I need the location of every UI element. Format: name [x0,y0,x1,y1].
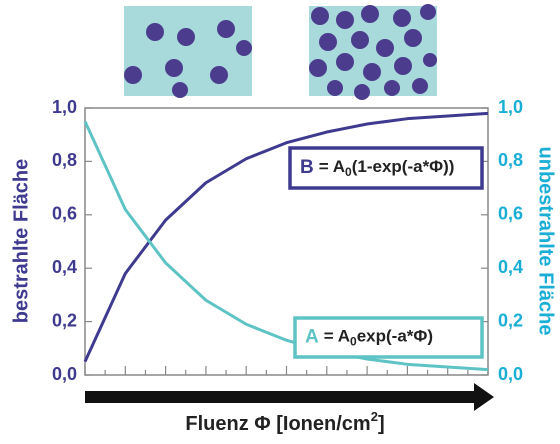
series-line [83,111,489,363]
y-tick-label: 0,4 [52,257,77,277]
formula-lhs: = A [324,327,350,346]
formula-letter: A [305,327,319,348]
formula-rhs: (1-exp(-a*Φ)) [352,157,455,176]
y-tick-label: 0,6 [52,204,77,224]
formula-rhs: exp(-a*Φ) [357,327,433,346]
y-tick-label: 0,8 [52,150,77,170]
illustration-high [309,4,437,100]
y2-axis-label: unbestrahlte Fläche [535,147,557,336]
formula-box [293,316,484,359]
formula: A = A0exp(-a*Φ) [305,327,433,349]
x-label-text: Fluenz Φ [Ionen/cm [185,413,370,435]
formula-sub: 0 [345,165,352,179]
y2-tick-label: 0,6 [498,204,523,224]
y2-tick-label: 1,0 [498,97,523,117]
illustration-low [124,6,252,98]
y-axis-label: bestrahlte Fläche [10,159,32,324]
formula-sub: 0 [350,335,357,349]
y2-tick-label: 0,4 [498,257,523,277]
formula: B = A0(1-exp(-a*Φ)) [300,157,454,179]
y2-tick-label: 0,2 [498,310,523,330]
y2-tick-label: 0,8 [498,150,523,170]
formula-letter: B [300,157,314,178]
x-arrow-head [474,383,494,411]
x-axis-label: Fluenz Φ [Ionen/cm2] [185,409,384,435]
y2-tick-label: 0,0 [498,364,523,384]
x-label-end: ] [378,413,385,435]
y-tick-label: 0,2 [52,310,77,330]
x-label-sup: 2 [371,409,378,424]
formula-box [288,146,484,190]
formula-lhs: = A [319,157,345,176]
y-tick-label: 0,0 [52,364,77,384]
y-tick-label: 1,0 [52,97,77,117]
series-line [83,120,489,372]
